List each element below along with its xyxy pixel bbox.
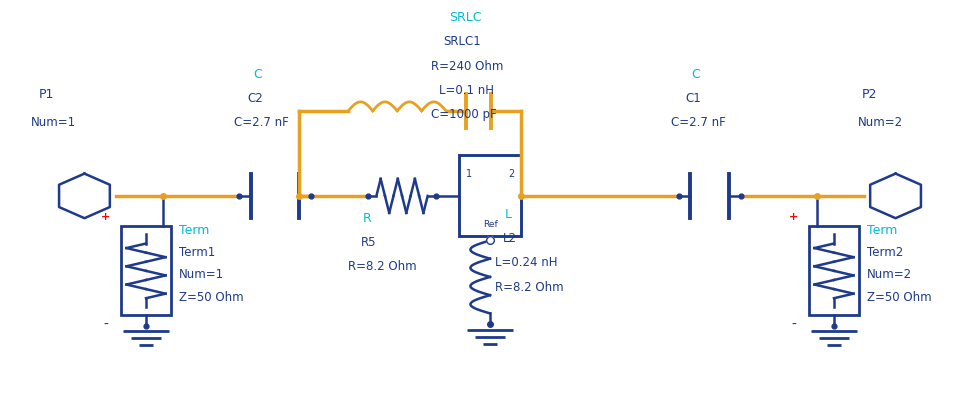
Text: C=2.7 nF: C=2.7 nF	[670, 116, 725, 129]
Text: -: -	[104, 317, 109, 331]
Text: R=240 Ohm: R=240 Ohm	[431, 60, 504, 73]
Text: -: -	[792, 317, 797, 331]
Text: SRLC1: SRLC1	[443, 35, 481, 49]
Text: R: R	[363, 212, 371, 225]
Text: Num=2: Num=2	[858, 116, 903, 129]
Bar	[808, 226, 859, 315]
Text: SRLC: SRLC	[449, 11, 481, 24]
Text: Z=50 Ohm: Z=50 Ohm	[179, 291, 244, 304]
Text: 2: 2	[509, 169, 514, 179]
Text: Num=2: Num=2	[867, 268, 912, 282]
Text: P2: P2	[861, 88, 877, 101]
Text: +: +	[101, 212, 111, 222]
Text: R=8.2 Ohm: R=8.2 Ohm	[348, 260, 416, 273]
Text: Term2: Term2	[867, 246, 904, 259]
Text: Num=1: Num=1	[179, 268, 224, 282]
Text: 1: 1	[466, 169, 471, 179]
Text: +: +	[789, 212, 799, 222]
Text: L=0.1 nH: L=0.1 nH	[439, 84, 494, 97]
Text: R=8.2 Ohm: R=8.2 Ohm	[495, 281, 563, 294]
Text: C1: C1	[685, 92, 702, 105]
Text: Ref: Ref	[482, 220, 498, 229]
Text: R5: R5	[361, 236, 376, 249]
Text: C: C	[691, 68, 700, 81]
Text: Num=1: Num=1	[30, 116, 75, 129]
Text: C=2.7 nF: C=2.7 nF	[234, 116, 289, 129]
Text: C: C	[254, 68, 263, 81]
Text: L2: L2	[503, 232, 516, 245]
Text: L: L	[505, 208, 512, 221]
Text: L=0.24 nH: L=0.24 nH	[495, 256, 558, 269]
Text: C=1000 pF: C=1000 pF	[431, 109, 497, 121]
Text: Term: Term	[867, 224, 898, 237]
Text: Term1: Term1	[179, 246, 216, 259]
Bar	[121, 226, 172, 315]
Text: P1: P1	[38, 88, 54, 101]
Bar	[459, 155, 521, 236]
Text: Term: Term	[179, 224, 210, 237]
Text: Z=50 Ohm: Z=50 Ohm	[867, 291, 932, 304]
Text: C2: C2	[248, 92, 264, 105]
